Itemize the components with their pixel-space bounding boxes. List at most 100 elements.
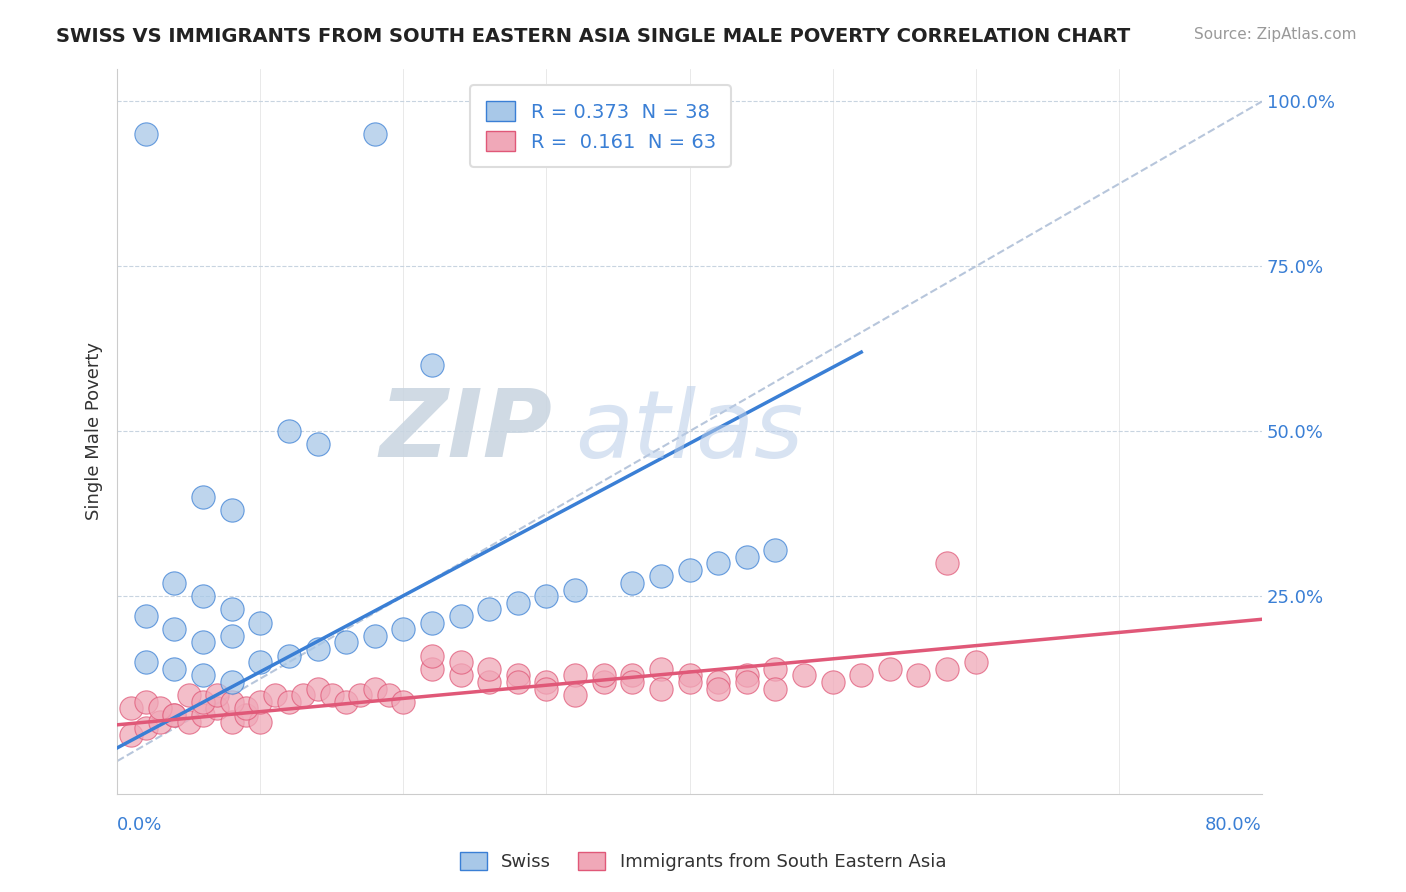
Point [650, 569, 672, 583]
Point [707, 556, 730, 570]
Y-axis label: Single Male Poverty: Single Male Poverty [86, 343, 103, 520]
Point [277, 648, 299, 663]
Point [735, 549, 758, 564]
Point [135, 128, 157, 142]
Point [506, 668, 529, 682]
Point [191, 668, 214, 682]
Point [536, 681, 558, 696]
Point [506, 596, 529, 610]
Text: atlas: atlas [575, 385, 803, 477]
Point [707, 681, 730, 696]
Point [221, 714, 243, 729]
Point [735, 674, 758, 689]
Point [249, 615, 271, 630]
Point [707, 674, 730, 689]
Point [650, 681, 672, 696]
Point [879, 662, 901, 676]
Point [307, 642, 329, 657]
Point [277, 695, 299, 709]
Point [378, 688, 401, 702]
Point [392, 695, 415, 709]
Point [536, 589, 558, 603]
Point [364, 128, 387, 142]
Text: SWISS VS IMMIGRANTS FROM SOUTH EASTERN ASIA SINGLE MALE POVERTY CORRELATION CHAR: SWISS VS IMMIGRANTS FROM SOUTH EASTERN A… [56, 27, 1130, 45]
Point [277, 425, 299, 439]
Point [420, 359, 443, 373]
Point [763, 681, 786, 696]
Point [621, 576, 644, 591]
Point [121, 701, 143, 715]
Point [121, 728, 143, 742]
Point [135, 655, 157, 669]
Point [135, 609, 157, 624]
Point [249, 714, 271, 729]
Point [191, 707, 214, 722]
Point [735, 668, 758, 682]
Legend: R = 0.373  N = 38, R =  0.161  N = 63: R = 0.373 N = 38, R = 0.161 N = 63 [471, 86, 731, 168]
Point [163, 707, 186, 722]
Point [207, 701, 229, 715]
Point [135, 721, 157, 735]
Point [221, 503, 243, 517]
Point [763, 543, 786, 558]
Point [450, 655, 472, 669]
Point [564, 688, 586, 702]
Point [650, 662, 672, 676]
Point [235, 701, 257, 715]
Point [793, 668, 815, 682]
Point [221, 674, 243, 689]
Point [506, 674, 529, 689]
Point [392, 622, 415, 636]
Point [478, 674, 501, 689]
Point [450, 609, 472, 624]
Point [163, 576, 186, 591]
Text: ZIP: ZIP [380, 385, 553, 477]
Point [592, 668, 614, 682]
Point [592, 674, 614, 689]
Point [307, 437, 329, 451]
Point [207, 688, 229, 702]
Point [221, 602, 243, 616]
Point [149, 701, 172, 715]
Point [592, 128, 614, 142]
Point [149, 714, 172, 729]
Point [249, 655, 271, 669]
Point [221, 629, 243, 643]
Point [221, 695, 243, 709]
Point [235, 707, 257, 722]
Point [621, 674, 644, 689]
Point [478, 662, 501, 676]
Point [335, 695, 357, 709]
Point [191, 635, 214, 649]
Point [678, 668, 700, 682]
Text: 80.0%: 80.0% [1205, 816, 1263, 834]
Point [678, 674, 700, 689]
Point [965, 655, 987, 669]
Point [191, 589, 214, 603]
Point [420, 662, 443, 676]
Point [450, 668, 472, 682]
Point [163, 622, 186, 636]
Text: Source: ZipAtlas.com: Source: ZipAtlas.com [1194, 27, 1357, 42]
Point [135, 695, 157, 709]
Legend: Swiss, Immigrants from South Eastern Asia: Swiss, Immigrants from South Eastern Asi… [453, 845, 953, 879]
Point [564, 668, 586, 682]
Point [292, 688, 315, 702]
Point [420, 615, 443, 630]
Point [936, 556, 959, 570]
Point [621, 668, 644, 682]
Point [177, 714, 200, 729]
Point [263, 688, 285, 702]
Point [851, 668, 873, 682]
Point [177, 688, 200, 702]
Point [478, 602, 501, 616]
Point [191, 695, 214, 709]
Point [163, 707, 186, 722]
Point [364, 681, 387, 696]
Point [364, 629, 387, 643]
Point [321, 688, 343, 702]
Point [335, 635, 357, 649]
Point [821, 674, 844, 689]
Point [307, 681, 329, 696]
Point [420, 648, 443, 663]
